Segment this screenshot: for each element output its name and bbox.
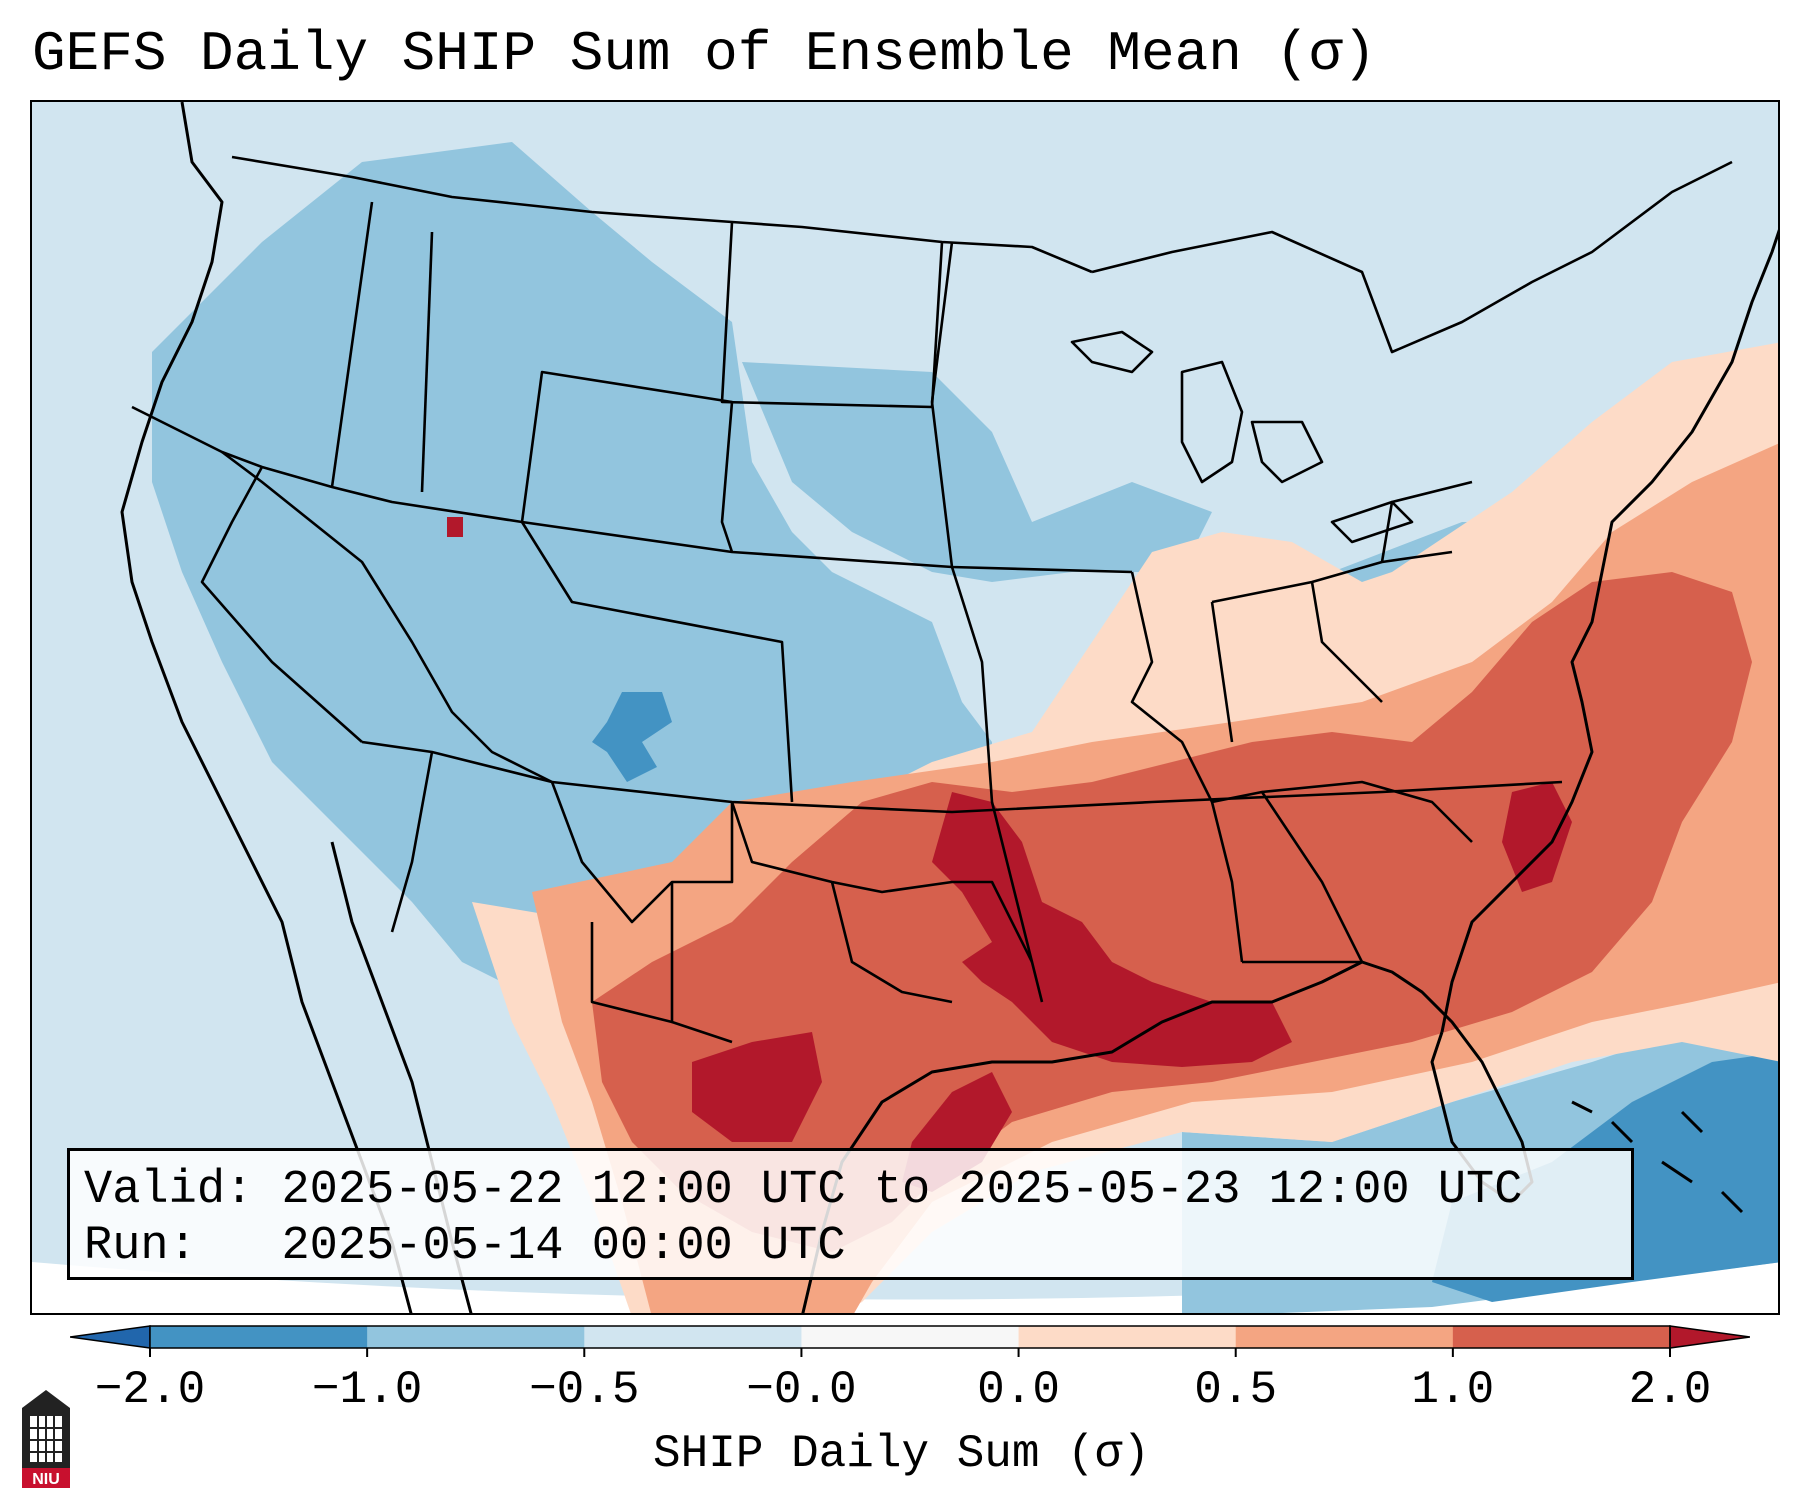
colorbar-tick-label: 0.5: [1194, 1364, 1278, 1416]
colorbar-tick-label: −1.0: [311, 1364, 423, 1416]
run-label: Run:: [84, 1220, 197, 1273]
field-medium-blue-west: [152, 142, 992, 982]
colorbar-segment: [150, 1326, 368, 1348]
run-line: Run: 2025-05-14 00:00 UTC: [84, 1219, 1617, 1275]
colorbar-tick-label: 2.0: [1628, 1364, 1712, 1416]
run-value: 2025-05-14 00:00 UTC: [281, 1220, 846, 1273]
colorbar-segment: [367, 1326, 585, 1348]
field-darkest-red-louisiana: [932, 792, 1292, 1067]
valid-line: Valid: 2025-05-22 12:00 UTC to 2025-05-2…: [84, 1163, 1617, 1219]
map-panel: [30, 100, 1780, 1315]
ship-field-map: [32, 102, 1778, 1313]
colorbar-segment: [1235, 1326, 1454, 1348]
colorbar-tick-label: −0.5: [529, 1364, 640, 1416]
niu-logo-icon: NIU: [22, 1390, 70, 1488]
colorbar-tick-label: 0.0: [977, 1364, 1060, 1416]
field-red-utah: [447, 517, 463, 537]
colorbar-tick-label: −2.0: [94, 1364, 206, 1416]
field-dark-red: [592, 572, 1752, 1252]
valid-value: 2025-05-22 12:00 UTC to 2025-05-23 12:00…: [281, 1164, 1523, 1217]
valid-run-info-box: Valid: 2025-05-22 12:00 UTC to 2025-05-2…: [67, 1148, 1634, 1280]
map-title: GEFS Daily SHIP Sum of Ensemble Mean (σ): [32, 22, 1377, 86]
valid-label: Valid:: [84, 1164, 254, 1217]
colorbar-segment: [801, 1326, 1020, 1348]
colorbar-over-arrow: [1669, 1325, 1750, 1349]
colorbar-segment: [1018, 1326, 1237, 1348]
colorbar-tick-label: −0.0: [746, 1364, 857, 1416]
field-darkest-red-texas: [692, 1032, 822, 1142]
colorbar-label: SHIP Daily Sum (σ): [653, 1428, 1150, 1480]
colorbar-tick-label: 1.0: [1411, 1364, 1495, 1416]
caribbean-islands: [1571, 1100, 1744, 1214]
colorbar: [70, 1325, 1750, 1357]
field-medium-blue-plains: [742, 362, 1212, 582]
colorbar-segment: [584, 1326, 802, 1348]
field-dark-blue-colorado: [592, 692, 672, 782]
colorbar-under-arrow: [70, 1325, 151, 1349]
colorbar-segment: [1452, 1326, 1671, 1348]
logo-text: NIU: [32, 1471, 60, 1488]
state-borders: [131, 155, 1733, 1044]
field-darkest-red-carolina: [1502, 782, 1572, 892]
